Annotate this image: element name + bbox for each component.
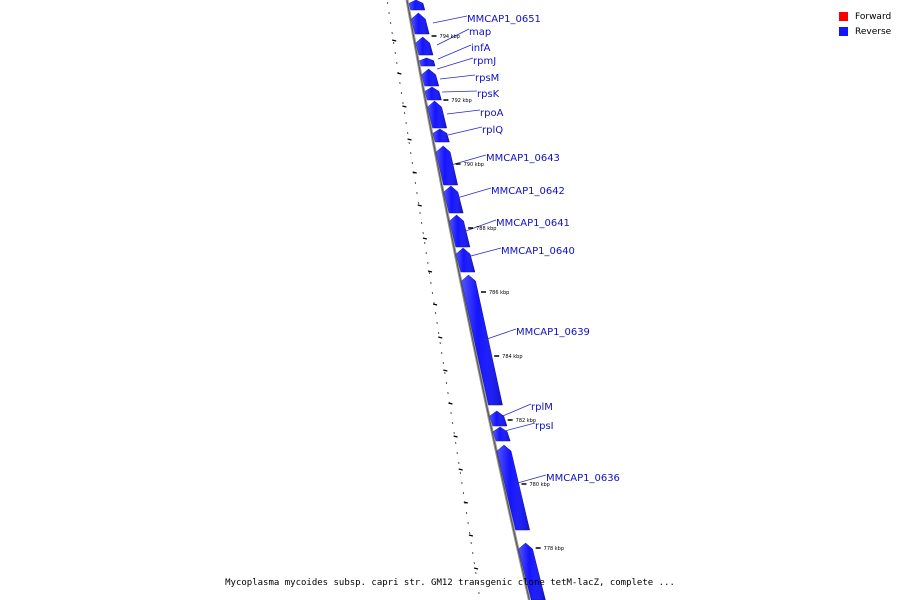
legend-forward-label: Forward bbox=[855, 11, 892, 22]
guide-dash bbox=[448, 402, 453, 405]
kbp-tick-label: 784 kbp bbox=[502, 354, 522, 360]
gene-leader-line bbox=[432, 15, 468, 24]
guide-dash bbox=[458, 468, 463, 471]
gene-block-shade bbox=[427, 101, 447, 128]
guide-dash bbox=[407, 138, 412, 141]
kbp-tick-label: 786 kbp bbox=[489, 290, 509, 296]
guide-dash bbox=[392, 39, 397, 42]
legend-reverse-swatch bbox=[839, 27, 848, 36]
gene-leader-line bbox=[437, 44, 472, 60]
gene-leader-line bbox=[436, 57, 474, 70]
gene-block-shade bbox=[443, 186, 464, 213]
gene-label: map bbox=[469, 27, 491, 38]
gene-block-shade bbox=[411, 13, 430, 34]
gene-leader-line bbox=[456, 187, 492, 199]
guide-dash bbox=[463, 501, 468, 504]
gene-block-shade bbox=[436, 146, 458, 185]
gene-block-shade bbox=[424, 87, 442, 100]
guide-dash bbox=[432, 303, 438, 306]
gene-label: rpsM bbox=[475, 73, 499, 84]
gene-label: rpmJ bbox=[473, 56, 496, 67]
gene-label: rplQ bbox=[482, 125, 503, 136]
kbp-tick-label: 782 kbp bbox=[516, 418, 536, 424]
gene-block-shade bbox=[419, 58, 436, 66]
gene-label: rplM bbox=[531, 402, 553, 413]
kbp-tick-label: 792 kbp bbox=[451, 98, 471, 104]
gene-label: infA bbox=[471, 43, 491, 54]
legend-reverse: Reverse bbox=[839, 24, 891, 39]
gene-label: MMCAP1_0640 bbox=[501, 246, 575, 257]
guide-dash bbox=[412, 171, 417, 174]
gene-block-shade bbox=[432, 129, 450, 142]
backbone-core bbox=[406, 0, 530, 600]
legend: Forward Reverse bbox=[839, 9, 891, 39]
guide-dash bbox=[397, 72, 402, 75]
legend-reverse-label: Reverse bbox=[855, 26, 892, 37]
guide-dash bbox=[443, 369, 448, 372]
guide-dash bbox=[427, 270, 433, 273]
legend-forward: Forward bbox=[839, 9, 891, 24]
gene-block-shade bbox=[497, 445, 530, 530]
guide-dash bbox=[468, 534, 474, 537]
gene-leader-line bbox=[483, 328, 517, 341]
gene-leader-line bbox=[462, 219, 497, 233]
guide-dash bbox=[473, 567, 479, 570]
gene-label: MMCAP1_0636 bbox=[546, 473, 620, 484]
kbp-tick-label: 788 kbp bbox=[476, 226, 496, 232]
guide-dash bbox=[422, 237, 428, 240]
kbp-tick-label: 778 kbp bbox=[544, 546, 564, 552]
gene-leader-line bbox=[497, 403, 532, 419]
gene-block-shade bbox=[421, 69, 439, 86]
kbp-tick-label: 790 kbp bbox=[464, 162, 484, 168]
gene-leader-line bbox=[447, 126, 483, 136]
gene-block-shade bbox=[449, 215, 470, 247]
gene-label: rpsI bbox=[535, 421, 554, 432]
legend-forward-swatch bbox=[839, 12, 848, 21]
gene-leader-line bbox=[446, 109, 481, 115]
gene-block-shade bbox=[461, 275, 503, 405]
gene-leader-line bbox=[466, 247, 502, 258]
kbp-tick-label: 780 kbp bbox=[529, 482, 549, 488]
kbp-tick-label: 794 kbp bbox=[440, 34, 460, 40]
gene-block-shade bbox=[493, 427, 511, 441]
gene-label: MMCAP1_0639 bbox=[516, 327, 590, 338]
gene-leader-line bbox=[436, 28, 470, 46]
gene-label: MMCAP1_0642 bbox=[491, 186, 565, 197]
guide-dash bbox=[438, 336, 443, 339]
guide-dash bbox=[402, 105, 407, 108]
gene-label: rpoA bbox=[480, 108, 504, 119]
gene-leader-line bbox=[439, 74, 476, 80]
gene-block-shade bbox=[409, 0, 425, 10]
gene-label: MMCAP1_0641 bbox=[496, 218, 570, 229]
map-caption: Mycoplasma mycoides subsp. capri str. GM… bbox=[225, 578, 675, 588]
gene-leader-line bbox=[513, 474, 547, 485]
guide-dash bbox=[417, 204, 422, 207]
guide-dash bbox=[453, 435, 458, 438]
gene-block-shade bbox=[518, 543, 546, 600]
gene-block-shade bbox=[415, 37, 434, 55]
gene-block-shade bbox=[489, 411, 507, 426]
gene-leader-line bbox=[441, 90, 478, 93]
gene-block-shade bbox=[456, 248, 475, 272]
gene-label: rpsK bbox=[477, 89, 500, 100]
gene-label: MMCAP1_0651 bbox=[467, 14, 541, 25]
gene-leader-line bbox=[500, 422, 536, 433]
gene-label: MMCAP1_0643 bbox=[486, 153, 560, 164]
